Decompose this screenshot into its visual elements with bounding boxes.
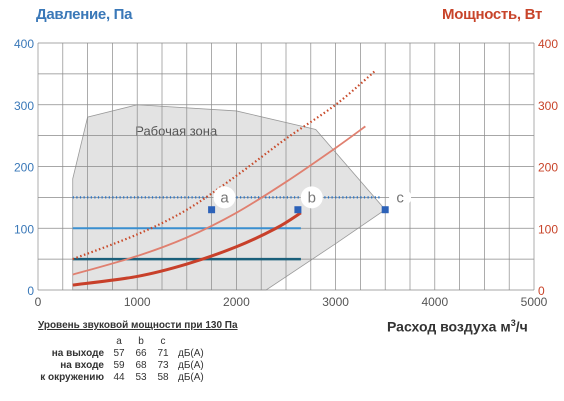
y-right-tick-label: 100 bbox=[538, 222, 558, 236]
noise-value-cell: 53 bbox=[130, 372, 152, 384]
noise-header-cell: b bbox=[130, 336, 152, 348]
noise-value-cell: 44 bbox=[108, 372, 130, 384]
noise-value-cell: 71 bbox=[152, 348, 174, 360]
noise-header-cell: c bbox=[152, 336, 174, 348]
y-right-tick-label: 400 bbox=[538, 37, 558, 51]
noise-table-title: Уровень звуковой мощности при 130 Па bbox=[38, 320, 238, 331]
y-right-tick-label: 0 bbox=[538, 284, 545, 298]
operating-point-marker-c bbox=[382, 206, 389, 213]
series-label-a: a bbox=[220, 189, 229, 206]
y-left-tick-label: 0 bbox=[27, 284, 34, 298]
working-zone-label: Рабочая зона bbox=[135, 124, 218, 139]
noise-unit-cell: дБ(А) bbox=[174, 372, 204, 384]
y-right-tick-label: 300 bbox=[538, 99, 558, 113]
x-tick-label: 3000 bbox=[322, 295, 349, 309]
x-tick-label: 1000 bbox=[124, 295, 151, 309]
noise-value-cell: 66 bbox=[130, 348, 152, 360]
x-axis-title-tail: /ч bbox=[516, 319, 528, 335]
x-tick-label: 4000 bbox=[421, 295, 448, 309]
x-tick-label: 2000 bbox=[223, 295, 250, 309]
y-left-tick-label: 400 bbox=[14, 37, 34, 51]
noise-row-label: на выходе bbox=[38, 348, 108, 360]
noise-table: a b c на выходе 57 66 71 дБ(А) на входе … bbox=[38, 336, 204, 384]
noise-table-row: на входе 59 68 73 дБ(А) bbox=[38, 360, 204, 372]
y-left-tick-label: 300 bbox=[14, 99, 34, 113]
noise-value-cell: 73 bbox=[152, 360, 174, 372]
left-axis-title: Давление, Па bbox=[36, 6, 132, 23]
y-left-tick-label: 200 bbox=[14, 161, 34, 175]
series-label-b: b bbox=[308, 189, 316, 206]
noise-row-label: к окружению bbox=[38, 372, 108, 384]
noise-table-row: на выходе 57 66 71 дБ(А) bbox=[38, 348, 204, 360]
noise-unit-cell: дБ(А) bbox=[174, 360, 204, 372]
y-left-tick-label: 100 bbox=[14, 222, 34, 236]
noise-value-cell: 57 bbox=[108, 348, 130, 360]
noise-value-cell: 58 bbox=[152, 372, 174, 384]
operating-point-marker-b bbox=[294, 206, 301, 213]
noise-header-cell: a bbox=[108, 336, 130, 348]
noise-table-row: к окружению 44 53 58 дБ(А) bbox=[38, 372, 204, 384]
y-right-tick-label: 200 bbox=[538, 161, 558, 175]
noise-value-cell: 59 bbox=[108, 360, 130, 372]
noise-value-cell: 68 bbox=[130, 360, 152, 372]
x-axis-title: Расход воздуха м3/ч bbox=[387, 318, 528, 335]
right-axis-title: Мощность, Вт bbox=[442, 6, 542, 23]
series-label-c: c bbox=[396, 189, 404, 206]
noise-table-header-row: a b c bbox=[38, 336, 204, 348]
noise-unit-cell: дБ(А) bbox=[174, 348, 204, 360]
operating-point-marker-a bbox=[208, 206, 215, 213]
x-axis-title-main: Расход воздуха м bbox=[387, 319, 511, 335]
x-tick-label: 0 bbox=[35, 295, 42, 309]
noise-row-label: на входе bbox=[38, 360, 108, 372]
